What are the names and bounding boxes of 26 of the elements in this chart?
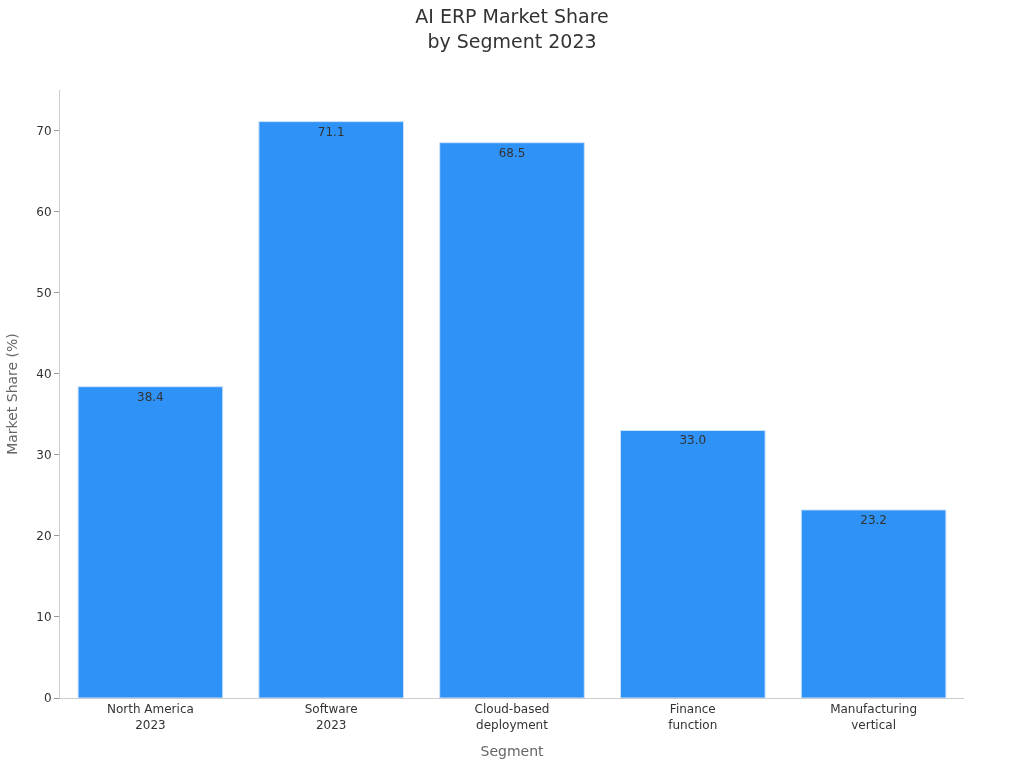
data-label: 71.1 [317, 124, 345, 139]
y-tick-label: 50 [36, 285, 52, 300]
y-tick-label: 30 [36, 448, 52, 462]
chart-title: AI ERP Market Share by Segment 2023 [415, 5, 609, 52]
x-tick-label: North America 2023 [106, 702, 194, 732]
x-tick-label: Software 2023 [304, 702, 358, 732]
data-label: 38.4 [137, 389, 164, 404]
data-label: 68.5 [498, 145, 526, 160]
bar [619, 429, 766, 698]
bar [800, 509, 947, 698]
bar [439, 142, 585, 698]
x-axis-title: Segment [480, 743, 545, 760]
y-tick-label: 60 [36, 204, 52, 219]
data-label: 23.2 [860, 512, 887, 527]
y-tick-label: 0 [43, 691, 52, 706]
y-tick-label: 40 [36, 366, 52, 381]
y-tick-label: 10 [36, 610, 52, 625]
y-tick-label: 20 [36, 529, 52, 544]
bar [77, 386, 224, 698]
x-tick-label: Finance function [668, 702, 718, 732]
data-label: 33.0 [679, 433, 707, 448]
x-tick-label: Manufacturing vertical [830, 702, 918, 732]
bar [258, 121, 405, 698]
x-tick-label: Cloud-based deployment [474, 702, 550, 732]
y-axis-title: Market Share (%) [3, 333, 20, 455]
y-tick-label: 70 [36, 123, 52, 138]
